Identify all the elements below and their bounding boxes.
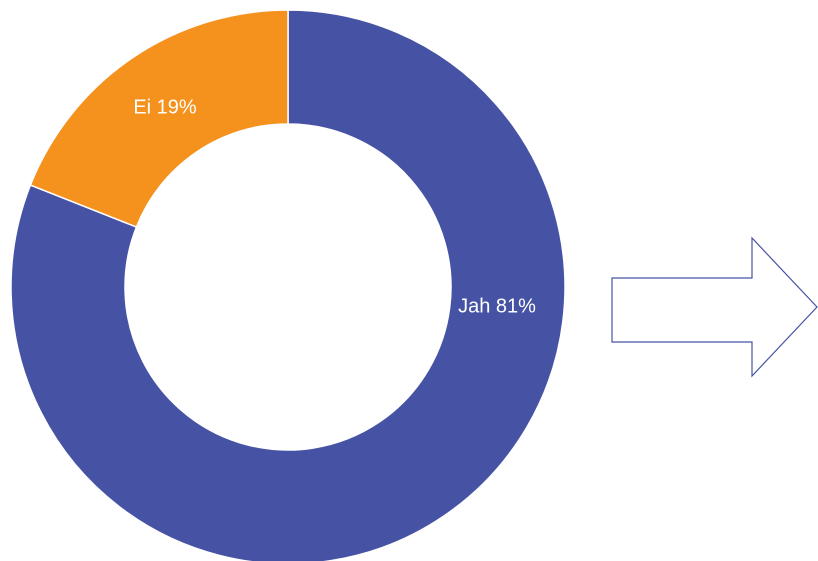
data-label: Jah 81%	[458, 295, 536, 317]
donut-slice	[10, 9, 566, 561]
arrow	[611, 236, 818, 378]
data-label: Ei 19%	[133, 96, 197, 118]
donut-slice	[29, 9, 289, 228]
